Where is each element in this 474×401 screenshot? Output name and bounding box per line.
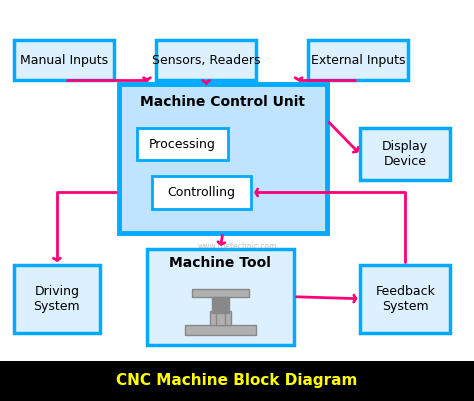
Text: www.thetechnic.com: www.thetechnic.com: [197, 242, 277, 251]
FancyBboxPatch shape: [118, 84, 327, 233]
Text: Machine Tool: Machine Tool: [170, 256, 271, 269]
FancyBboxPatch shape: [137, 128, 228, 160]
FancyBboxPatch shape: [185, 325, 256, 335]
FancyBboxPatch shape: [0, 361, 474, 401]
FancyBboxPatch shape: [212, 297, 229, 313]
Text: Sensors, Readers: Sensors, Readers: [152, 54, 260, 67]
Text: Controlling: Controlling: [167, 186, 236, 199]
Text: Driving
System: Driving System: [34, 285, 80, 313]
FancyBboxPatch shape: [360, 128, 450, 180]
FancyBboxPatch shape: [152, 176, 251, 209]
Text: Display
Device: Display Device: [382, 140, 428, 168]
FancyBboxPatch shape: [14, 40, 114, 80]
Text: CNC Machine Block Diagram: CNC Machine Block Diagram: [116, 373, 358, 389]
FancyBboxPatch shape: [14, 265, 100, 333]
Text: Processing: Processing: [149, 138, 216, 151]
FancyBboxPatch shape: [192, 289, 249, 297]
Text: Feedback
System: Feedback System: [375, 285, 435, 313]
FancyBboxPatch shape: [360, 265, 450, 333]
Text: Manual Inputs: Manual Inputs: [20, 54, 108, 67]
Text: Machine Control Unit: Machine Control Unit: [140, 95, 305, 109]
FancyBboxPatch shape: [308, 40, 408, 80]
FancyBboxPatch shape: [156, 40, 256, 80]
FancyBboxPatch shape: [210, 311, 231, 325]
FancyBboxPatch shape: [216, 291, 225, 325]
FancyBboxPatch shape: [147, 249, 294, 345]
Text: External Inputs: External Inputs: [310, 54, 405, 67]
